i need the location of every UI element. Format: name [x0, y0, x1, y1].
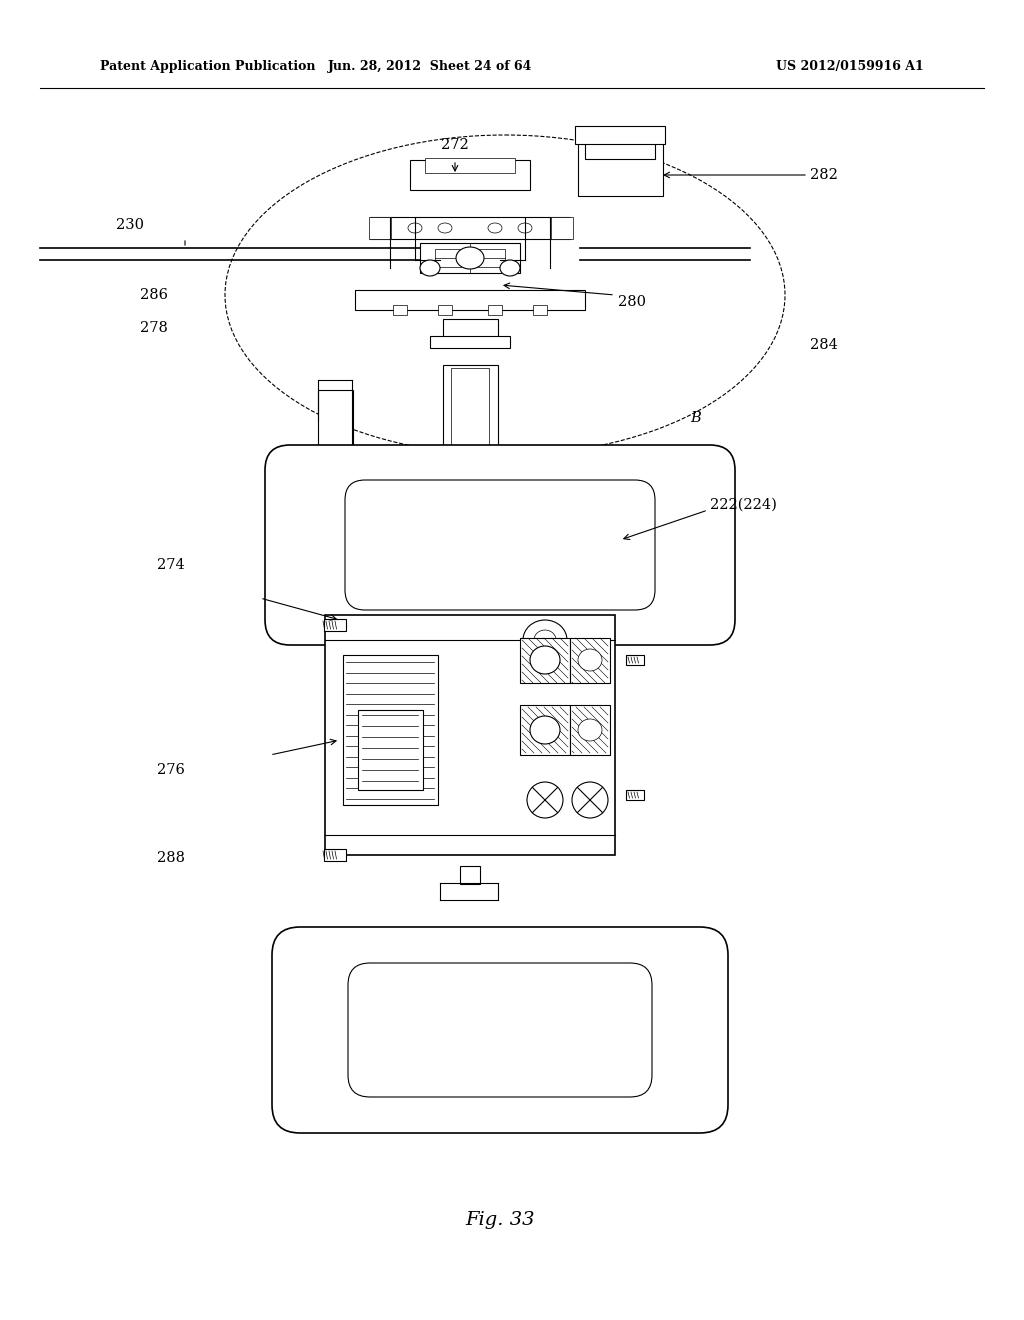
Bar: [438, 305, 452, 315]
Text: 288: 288: [157, 851, 185, 865]
Text: 230: 230: [116, 218, 144, 232]
Bar: [357, 710, 423, 789]
Bar: [393, 305, 407, 315]
Bar: [420, 243, 520, 273]
Bar: [369, 216, 391, 239]
Bar: [342, 655, 437, 805]
Bar: [488, 305, 502, 315]
Bar: [430, 337, 510, 348]
Text: 278: 278: [140, 321, 168, 335]
Ellipse shape: [456, 247, 484, 269]
Bar: [626, 655, 644, 665]
Text: 274: 274: [158, 558, 185, 572]
Bar: [520, 638, 570, 682]
Ellipse shape: [534, 630, 556, 649]
Bar: [570, 705, 610, 755]
Text: 222(224): 222(224): [710, 498, 777, 512]
Ellipse shape: [523, 620, 567, 660]
Bar: [575, 125, 665, 144]
Text: US 2012/0159916 A1: US 2012/0159916 A1: [776, 59, 924, 73]
Bar: [425, 157, 515, 173]
Bar: [451, 367, 489, 492]
Ellipse shape: [488, 223, 502, 234]
Ellipse shape: [518, 223, 532, 234]
Text: B: B: [690, 411, 700, 425]
Text: 286: 286: [140, 288, 168, 302]
Ellipse shape: [527, 781, 563, 818]
Bar: [442, 366, 498, 495]
Bar: [317, 389, 352, 470]
Ellipse shape: [420, 260, 440, 276]
Text: 280: 280: [618, 294, 646, 309]
Text: 276: 276: [157, 763, 185, 777]
Text: 272: 272: [441, 139, 469, 152]
Bar: [626, 789, 644, 800]
Bar: [370, 216, 570, 239]
Bar: [324, 849, 346, 861]
Bar: [520, 705, 570, 755]
Bar: [355, 290, 585, 310]
FancyBboxPatch shape: [345, 480, 655, 610]
Bar: [435, 249, 505, 267]
Ellipse shape: [438, 223, 452, 234]
Ellipse shape: [530, 645, 560, 675]
Bar: [570, 638, 610, 682]
Ellipse shape: [500, 260, 520, 276]
Ellipse shape: [530, 715, 560, 744]
Ellipse shape: [578, 719, 602, 741]
Bar: [534, 305, 547, 315]
Ellipse shape: [578, 649, 602, 671]
Bar: [325, 615, 615, 855]
Bar: [324, 619, 346, 631]
Bar: [585, 137, 655, 158]
Bar: [442, 319, 498, 341]
FancyBboxPatch shape: [348, 964, 652, 1097]
Bar: [460, 866, 480, 884]
Text: Fig. 33: Fig. 33: [465, 1210, 535, 1229]
Bar: [551, 216, 573, 239]
Ellipse shape: [572, 781, 608, 818]
Text: 282: 282: [810, 168, 838, 182]
Text: Jun. 28, 2012  Sheet 24 of 64: Jun. 28, 2012 Sheet 24 of 64: [328, 59, 532, 73]
Ellipse shape: [408, 223, 422, 234]
Text: Patent Application Publication: Patent Application Publication: [100, 59, 315, 73]
FancyBboxPatch shape: [272, 927, 728, 1133]
Bar: [410, 160, 530, 190]
FancyBboxPatch shape: [265, 445, 735, 645]
Bar: [578, 140, 663, 195]
Text: 284: 284: [810, 338, 838, 352]
